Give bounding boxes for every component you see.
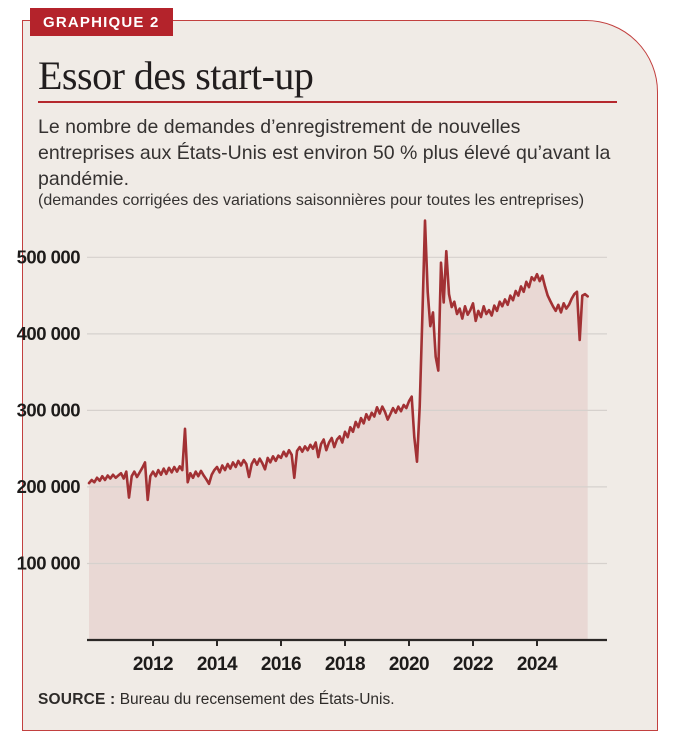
y-axis-tick-label: 200 000 <box>17 476 81 497</box>
chart-note: (demandes corrigées des variations saiso… <box>38 192 585 209</box>
source-label: SOURCE : <box>38 691 116 708</box>
source-text: Bureau du recensement des États-Unis. <box>115 691 395 708</box>
y-axis-tick-label: 300 000 <box>17 399 81 420</box>
chart-title: Essor des start-up <box>38 53 314 98</box>
y-axis-tick-label: 400 000 <box>17 323 81 344</box>
graphique-badge-label: GRAPHIQUE 2 <box>43 13 160 31</box>
series-line <box>87 219 589 502</box>
graphique-badge: GRAPHIQUE 2 <box>30 8 173 36</box>
x-axis-tick-label: 2014 <box>197 654 238 675</box>
y-axis-tick-label: 100 000 <box>17 553 81 574</box>
x-axis-tick-label: 2020 <box>389 654 429 675</box>
title-rule <box>38 101 617 103</box>
chart-subtitle: Le nombre de demandes d’enregistrement d… <box>38 116 611 190</box>
x-axis-tick-label: 2022 <box>453 654 493 675</box>
series-area <box>89 220 588 640</box>
x-axis-tick-label: 2016 <box>261 654 301 675</box>
x-axis-tick-label: 2018 <box>325 654 365 675</box>
source-line: SOURCE : Bureau du recensement des États… <box>38 691 618 709</box>
x-axis-tick-label: 2024 <box>517 654 558 675</box>
x-axis-tick-label: 2012 <box>133 654 173 675</box>
y-axis-tick-label: 500 000 <box>17 246 81 267</box>
